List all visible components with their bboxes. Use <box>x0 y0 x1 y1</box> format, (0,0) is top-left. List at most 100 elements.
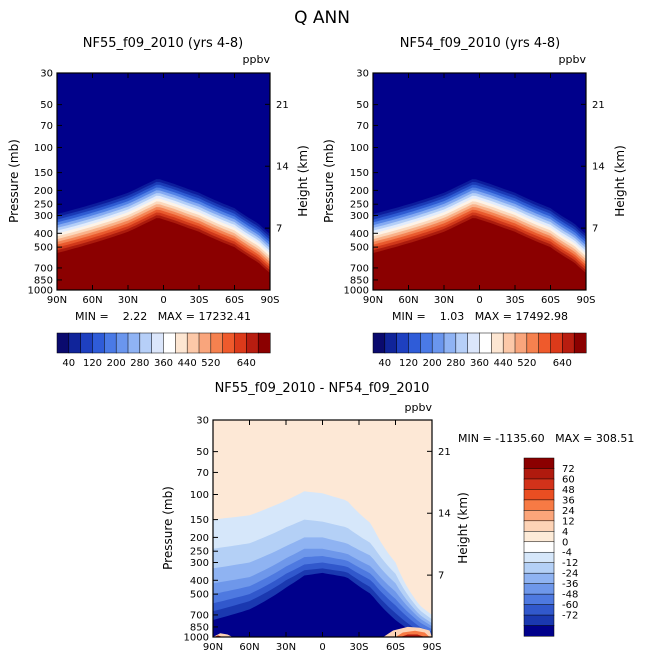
colorbar-swatch <box>467 332 481 354</box>
colorbar-label: 440 <box>494 358 513 369</box>
colorbar-swatch <box>80 332 94 354</box>
y-tick-label: 1000 <box>344 286 369 297</box>
colorbar-label: -60 <box>562 600 578 611</box>
panel-3: NF55_f09_2010 - NF54_f09_2010 ppbv 30 50 7… <box>161 381 634 653</box>
colorbar-swatch <box>396 332 410 354</box>
colorbar-swatch <box>491 332 504 354</box>
colorbar-swatch <box>175 332 188 354</box>
y-tick-label: 100 <box>350 143 369 154</box>
colorbar-swatch <box>163 332 176 354</box>
x-tick-label: 30S <box>189 295 208 306</box>
colorbar-swatch <box>502 332 516 354</box>
y-tick-label: 30 <box>356 69 369 80</box>
y-tick-label: 200 <box>190 533 209 544</box>
x-tick-label: 0 <box>160 295 166 306</box>
panel-2-plot <box>372 72 587 291</box>
y-tick-label: 300 <box>190 558 209 569</box>
colorbar-swatch <box>523 593 555 606</box>
panel-3-ylabel: Pressure (mb) <box>161 486 175 570</box>
panel-3-plot <box>212 419 433 638</box>
y-tick-label: 1000 <box>184 633 209 644</box>
panel-1-units: ppbv <box>243 53 271 66</box>
x-tick-label: 30S <box>349 642 368 653</box>
x-tick-label: 0 <box>476 295 482 306</box>
y-tick-label: 100 <box>190 490 209 501</box>
colorbar-swatch <box>234 332 247 354</box>
colorbar-swatch <box>246 332 259 354</box>
colorbar-label: 280 <box>130 358 149 369</box>
panel-2-right-ylabel: Height (km) <box>613 145 627 216</box>
colorbar-swatch <box>523 531 555 543</box>
colorbar-swatch <box>523 551 555 564</box>
panel-1-ylabel: Pressure (mb) <box>7 139 21 223</box>
panel-3-contour-bands <box>213 491 432 637</box>
colorbar-swatch <box>523 457 555 470</box>
colorbar-swatch <box>257 332 271 354</box>
colorbar-swatch <box>523 614 555 627</box>
colorbar-swatch <box>523 604 555 616</box>
y-tick-label: 70 <box>40 121 53 132</box>
colorbar-swatch <box>523 572 555 585</box>
y-tick-label: 250 <box>350 200 369 211</box>
y-tick-label: 50 <box>196 447 209 458</box>
y-tick-label: 250 <box>190 547 209 558</box>
y-tick-label: 400 <box>34 229 53 240</box>
panel-1-plot <box>56 72 271 291</box>
y-tick-label: 30 <box>196 416 209 427</box>
colorbar-label: 360 <box>470 358 489 369</box>
colorbar-label: 640 <box>553 358 572 369</box>
colorbar-label: 48 <box>562 485 575 496</box>
colorbar-swatch <box>523 478 555 490</box>
colorbar-swatch <box>550 332 563 354</box>
y-tick-label: 500 <box>34 243 53 254</box>
colorbar-label: 440 <box>178 358 197 369</box>
panel-2-title: NF54_f09_2010 (yrs 4-8) <box>400 36 560 51</box>
colorbar-label: 72 <box>562 464 575 475</box>
colorbar-swatch <box>526 332 540 354</box>
contour-band <box>373 218 586 290</box>
panel-2-contour-bands <box>373 179 586 290</box>
colorbar-swatch <box>523 625 555 637</box>
colorbar-label: 640 <box>237 358 256 369</box>
figure-title: Q ANN <box>294 8 350 28</box>
y-tick-label: 700 <box>190 610 209 621</box>
y-tick-label: 400 <box>190 576 209 587</box>
colorbar-swatch <box>431 332 445 354</box>
panel-1-title: NF55_f09_2010 (yrs 4-8) <box>83 36 243 51</box>
y-tick-label: 100 <box>34 143 53 154</box>
panel-1-right-axis: 21 14 7 <box>265 100 289 235</box>
colorbar-label: 24 <box>562 506 575 517</box>
x-tick-label: 0 <box>319 642 325 653</box>
colorbar-swatch <box>104 332 117 354</box>
colorbar-swatch <box>408 332 421 354</box>
contour-band <box>213 572 432 637</box>
x-tick-label: 90N <box>363 295 383 306</box>
y-tick-label: 700 <box>34 263 53 274</box>
x-tick-label: 90S <box>576 295 595 306</box>
y-tick-label: 300 <box>350 211 369 222</box>
x-tick-label: 90S <box>260 295 279 306</box>
y-tick-label: 150 <box>190 515 209 526</box>
y-tick-label: 200 <box>34 186 53 197</box>
colorbar-label: 520 <box>517 358 536 369</box>
x-tick-label: 60S <box>386 642 405 653</box>
y-tick-label: 70 <box>356 121 369 132</box>
colorbar-swatch <box>523 489 555 501</box>
colorbar-panel-1: 40 120 200 280 360 440 520 640 <box>56 332 271 369</box>
colorbar-label: 40 <box>378 358 391 369</box>
right-tick-label: 7 <box>276 224 282 235</box>
colorbar-swatch <box>198 332 212 354</box>
y-tick-label: 500 <box>350 243 369 254</box>
x-tick-label: 60S <box>225 295 244 306</box>
y-tick-label: 1000 <box>28 286 53 297</box>
panel-2: NF54_f09_2010 (yrs 4-8) ppbv 30507010015… <box>322 36 627 323</box>
y-tick-label: 700 <box>350 263 369 274</box>
x-tick-label: 60N <box>398 295 418 306</box>
colorbar-swatch <box>443 332 457 354</box>
y-tick-label: 30 <box>40 69 53 80</box>
x-tick-label: 90N <box>47 295 67 306</box>
colorbar-swatch <box>479 332 492 354</box>
colorbar-label: -48 <box>562 590 578 601</box>
x-tick-label: 60S <box>541 295 560 306</box>
